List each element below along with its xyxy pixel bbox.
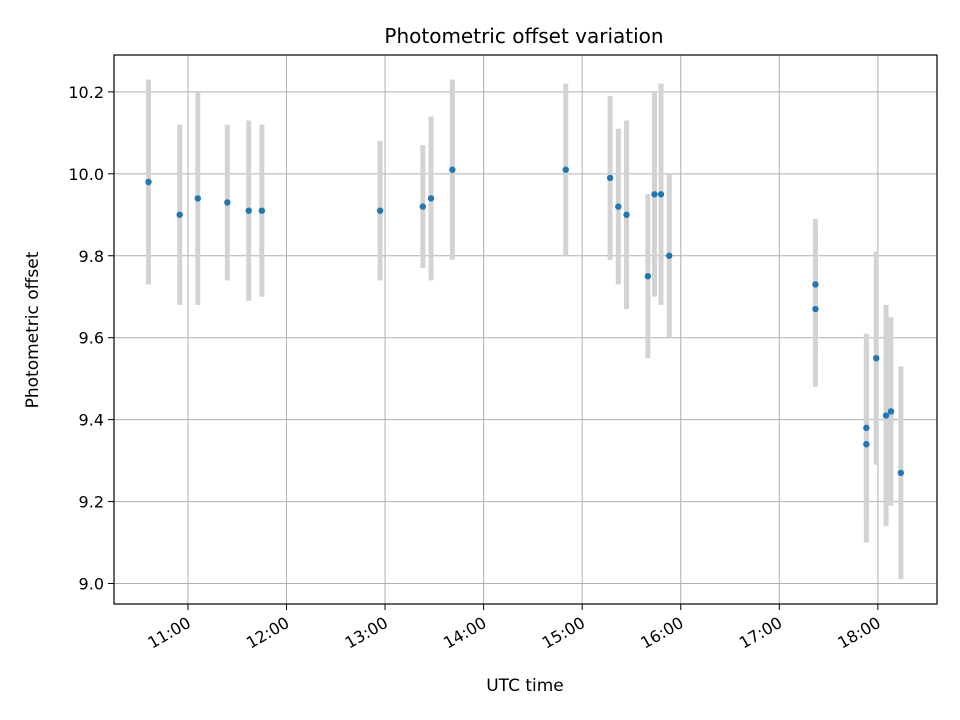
x-axis-label: UTC time bbox=[486, 676, 564, 696]
data-points bbox=[145, 166, 905, 477]
data-point bbox=[644, 273, 652, 280]
data-point bbox=[449, 166, 456, 173]
y-tick-label: 10.0 bbox=[68, 165, 104, 184]
error-bars bbox=[145, 79, 904, 580]
data-point bbox=[657, 191, 665, 198]
data-point bbox=[873, 354, 880, 362]
data-point bbox=[615, 203, 622, 210]
data-point bbox=[224, 199, 231, 206]
data-point bbox=[562, 166, 569, 173]
data-point bbox=[887, 408, 895, 415]
data-point bbox=[258, 207, 266, 214]
x-tick-label: 14:00 bbox=[440, 613, 489, 653]
x-tick-label: 12:00 bbox=[243, 613, 292, 653]
y-axis: 9.0 9.2 9.4 9.6 9.8 10.0 10.2 bbox=[68, 83, 114, 594]
grid bbox=[114, 55, 937, 604]
data-point bbox=[194, 195, 201, 202]
y-axis-label: Photometric offset bbox=[23, 251, 43, 408]
data-point bbox=[812, 281, 819, 288]
y-tick-label: 9.4 bbox=[79, 411, 104, 430]
data-point bbox=[419, 203, 427, 210]
data-point bbox=[606, 174, 614, 182]
y-tick-label: 9.2 bbox=[79, 493, 104, 512]
data-point bbox=[651, 191, 658, 198]
x-tick-label: 18:00 bbox=[834, 613, 883, 653]
data-point bbox=[427, 195, 435, 202]
data-point bbox=[863, 424, 870, 432]
data-point bbox=[176, 211, 183, 218]
data-point bbox=[812, 305, 819, 313]
data-point bbox=[376, 207, 384, 214]
data-point bbox=[245, 207, 252, 214]
chart-title: Photometric offset variation bbox=[384, 24, 663, 48]
y-tick-label: 9.6 bbox=[79, 329, 104, 348]
data-point bbox=[145, 178, 152, 186]
y-tick-label: 10.2 bbox=[68, 83, 104, 102]
x-tick-label: 17:00 bbox=[736, 613, 785, 653]
x-axis: 11:00 12:00 13:00 14:00 15:00 16:00 17:00 18:00 bbox=[144, 604, 884, 653]
x-tick-label: 11:00 bbox=[144, 613, 193, 653]
data-point bbox=[863, 441, 870, 448]
data-point bbox=[897, 469, 905, 477]
x-tick-label: 13:00 bbox=[342, 613, 391, 653]
y-tick-label: 9.0 bbox=[79, 575, 104, 594]
x-tick-label: 15:00 bbox=[539, 613, 588, 653]
data-point bbox=[666, 252, 673, 259]
y-tick-label: 9.8 bbox=[79, 247, 104, 266]
x-tick-label: 16:00 bbox=[637, 613, 686, 653]
plot-frame bbox=[113, 54, 938, 605]
data-point bbox=[623, 211, 630, 218]
data-point bbox=[882, 412, 890, 419]
